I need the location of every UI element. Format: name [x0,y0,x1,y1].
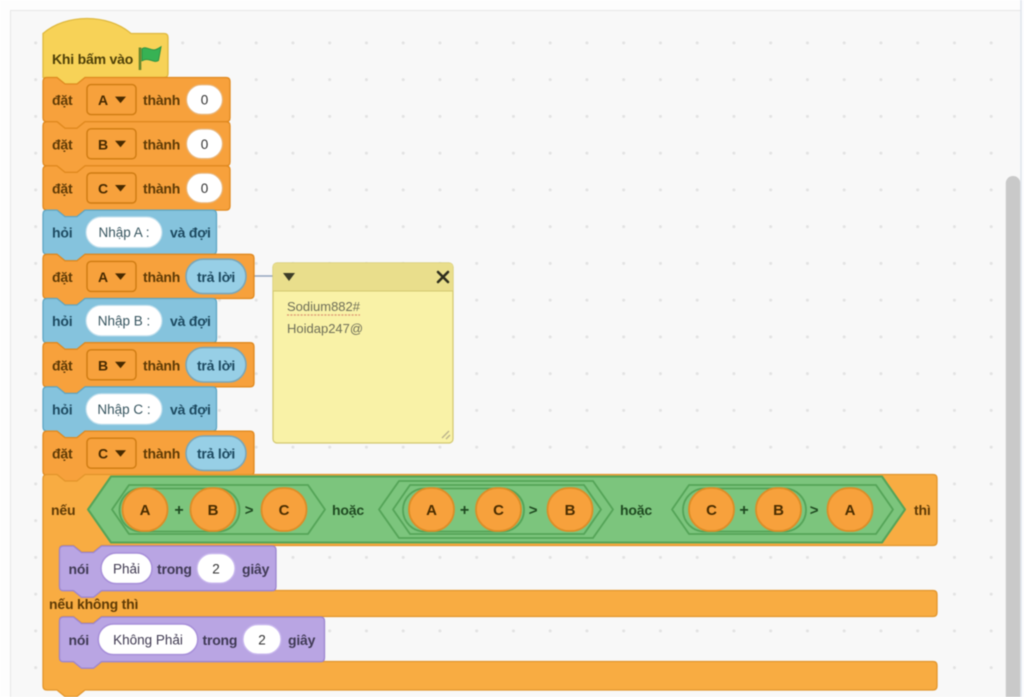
svg-text:thì: thì [914,502,931,518]
svg-text:2: 2 [258,632,266,647]
svg-text:hỏi: hỏi [52,402,72,418]
svg-text:0: 0 [201,93,209,108]
svg-text:thành: thành [143,357,180,373]
svg-text:đặt: đặt [52,357,73,373]
svg-text:hỏi: hỏi [52,225,72,241]
svg-text:>: > [810,502,819,519]
svg-text:và đợi: và đợi [170,225,211,241]
svg-text:và đợi: và đợi [170,313,211,329]
svg-text:hỏi: hỏi [52,313,72,329]
svg-text:đặt: đặt [52,269,73,285]
svg-text:B: B [565,502,576,519]
svg-text:thành: thành [143,446,180,462]
svg-text:B: B [98,136,108,152]
svg-text:Khi bấm vào: Khi bấm vào [52,51,133,67]
svg-text:thành: thành [143,269,180,285]
svg-text:nếu không thì: nếu không thì [49,596,138,612]
svg-text:A: A [98,92,108,108]
svg-text:Nhập A :: Nhập A : [98,225,149,240]
svg-text:thành: thành [143,181,180,197]
svg-text:B: B [208,502,219,519]
svg-text:đặt: đặt [52,92,73,108]
svg-text:0: 0 [201,137,209,152]
svg-text:đặt: đặt [52,181,73,197]
svg-text:C: C [493,502,504,519]
svg-text:2: 2 [212,561,220,576]
svg-text:trong: trong [157,561,192,577]
svg-text:trong: trong [203,632,238,648]
svg-text:giây: giây [242,561,270,577]
svg-text:>: > [529,502,538,519]
svg-text:giây: giây [288,632,316,648]
svg-text:B: B [773,502,784,519]
svg-text:+: + [739,502,748,519]
svg-text:thành: thành [143,92,180,108]
svg-text:nói: nói [69,561,89,577]
svg-text:+: + [460,502,469,519]
svg-text:thành: thành [143,136,180,152]
svg-text:>: > [245,502,254,519]
svg-text:A: A [845,502,856,519]
svg-text:A: A [98,269,108,285]
svg-text:nếu: nếu [51,502,75,518]
svg-text:Nhập B :: Nhập B : [98,314,151,329]
svg-text:A: A [426,502,437,519]
svg-text:Nhập C :: Nhập C : [97,402,150,417]
svg-text:Hoidap247@: Hoidap247@ [287,321,363,336]
svg-text:đặt: đặt [52,136,73,152]
svg-text:C: C [98,446,108,462]
svg-text:hoặc: hoặc [620,502,652,518]
svg-text:Sodium882#: Sodium882# [287,299,361,314]
svg-text:B: B [98,357,108,373]
svg-text:A: A [140,502,151,519]
svg-text:C: C [706,502,717,519]
svg-text:C: C [98,181,108,197]
svg-text:đặt: đặt [52,446,73,462]
svg-text:Không Phải: Không Phải [113,632,183,647]
svg-text:0: 0 [201,181,209,196]
svg-text:C: C [279,502,290,519]
svg-text:hoặc: hoặc [332,502,364,518]
svg-text:trả lời: trả lời [197,357,235,373]
svg-text:trả lời: trả lời [197,269,235,285]
svg-text:trả lời: trả lời [197,446,235,462]
svg-text:và đợi: và đợi [170,402,211,418]
svg-text:nói: nói [69,632,89,648]
svg-text:Phải: Phải [113,561,140,576]
svg-text:+: + [174,502,183,519]
